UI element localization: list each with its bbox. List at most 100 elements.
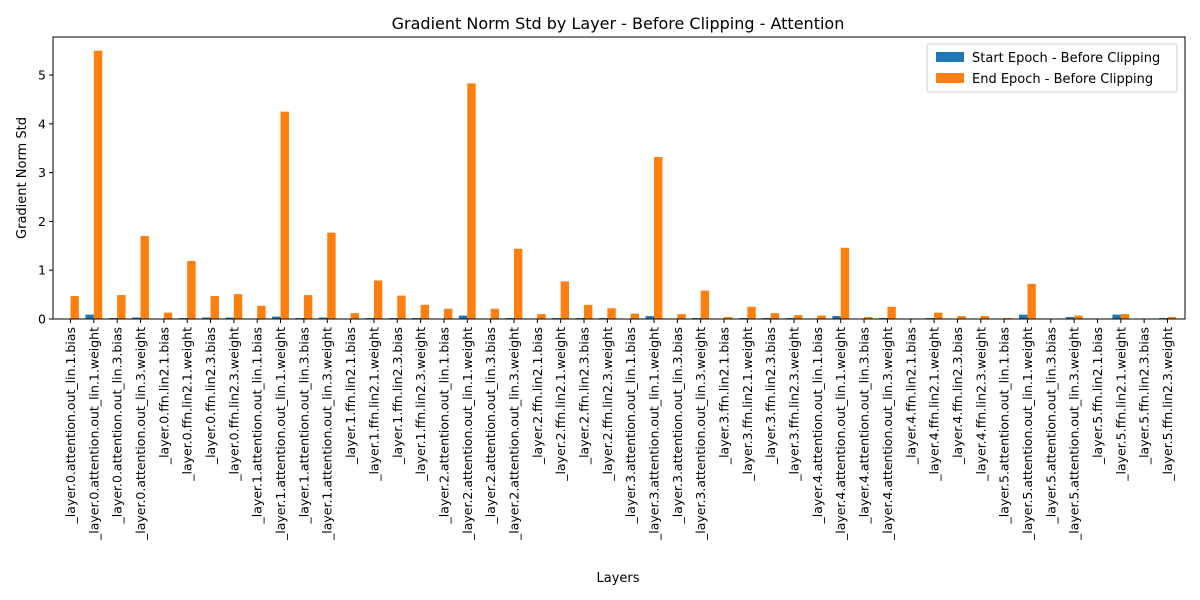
- legend-label: Start Epoch - Before Clipping: [972, 51, 1160, 66]
- y-tick-label: 4: [38, 116, 46, 131]
- x-tick-label: _layer.0.attention.out_lin.1.weight: [86, 327, 101, 541]
- x-tick-label: _layer.1.attention.out_lin.1.weight: [273, 327, 288, 541]
- x-tick-label: _layer.0.attention.out_lin.1.bias: [63, 327, 78, 524]
- end-epoch-bar: [117, 295, 126, 319]
- x-tick-label: _layer.0.ffn.lin2.3.weight: [226, 327, 241, 482]
- y-tick-label: 1: [38, 263, 46, 278]
- start-epoch-bar: [225, 317, 234, 319]
- y-tick-label: 0: [38, 312, 46, 327]
- legend: Start Epoch - Before Clipping End Epoch -…: [926, 43, 1178, 93]
- end-epoch-bar: [280, 111, 289, 319]
- end-epoch-bar: [187, 260, 196, 319]
- end-epoch-bar: [864, 317, 873, 319]
- end-epoch-bar: [490, 308, 500, 319]
- x-tick-label: _layer.3.attention.out_lin.1.weight: [647, 327, 662, 541]
- end-epoch-bar: [980, 316, 990, 319]
- x-tick-label: _layer.3.ffn.lin2.1.weight: [740, 327, 755, 482]
- end-epoch-bar: [607, 308, 616, 319]
- end-epoch-bar: [677, 314, 686, 319]
- start-epoch-bar: [318, 317, 328, 319]
- x-tick-label: _layer.5.attention.out_lin.3.weight: [1067, 327, 1082, 541]
- bars-group: [62, 50, 1176, 320]
- end-epoch-bar: [163, 312, 173, 319]
- x-tick-label: _layer.2.ffn.lin2.1.weight: [553, 327, 568, 482]
- x-tick-label: _layer.2.attention.out_lin.3.weight: [506, 327, 521, 541]
- end-epoch-bar: [350, 313, 359, 319]
- start-epoch-bar: [1112, 314, 1121, 319]
- x-tick-label: _layer.4.ffn.lin2.3.weight: [973, 327, 988, 482]
- y-tick-label: 3: [38, 165, 46, 180]
- end-epoch-bar: [467, 83, 476, 319]
- x-tick-label: _layer.1.attention.out_lin.1.bias: [250, 327, 265, 524]
- chart-title: Gradient Norm Std by Layer - Before Clip…: [392, 14, 845, 33]
- start-epoch-bar: [832, 316, 841, 319]
- end-epoch-bar: [257, 305, 266, 319]
- x-tick-label: _layer.1.ffn.lin2.3.bias: [390, 327, 405, 465]
- start-epoch-bar: [1019, 314, 1028, 319]
- start-epoch-bar: [458, 315, 468, 319]
- end-epoch-bar: [233, 294, 243, 319]
- x-tick-label: _layer.3.ffn.lin2.3.bias: [763, 327, 778, 465]
- x-tick-label: _layer.4.attention.out_lin.1.bias: [810, 327, 825, 524]
- end-epoch-bar: [327, 232, 336, 319]
- x-tick-label: _layer.0.attention.out_lin.3.weight: [133, 327, 148, 541]
- x-tick-label: _layer.4.ffn.lin2.1.bias: [903, 327, 918, 465]
- legend-swatch: [936, 73, 964, 83]
- x-tick-label: _layer.1.ffn.lin2.3.weight: [413, 327, 428, 482]
- x-tick-label: _layer.4.ffn.lin2.3.bias: [950, 327, 965, 465]
- end-epoch-bar: [934, 312, 943, 319]
- end-epoch-bar: [630, 313, 640, 319]
- x-tick-label: _layer.0.ffn.lin2.1.bias: [156, 327, 171, 465]
- x-tick-label: _layer.3.attention.out_lin.3.bias: [670, 327, 685, 524]
- y-tick-label: 5: [38, 68, 46, 83]
- end-epoch-bar: [724, 317, 733, 319]
- x-tick-label: _layer.1.ffn.lin2.1.weight: [366, 327, 381, 482]
- start-epoch-bar: [202, 317, 211, 319]
- x-tick-label: _layer.5.ffn.lin2.3.weight: [1160, 327, 1175, 482]
- end-epoch-bar: [303, 295, 313, 319]
- x-tick-label: _layer.5.ffn.lin2.1.bias: [1090, 327, 1105, 465]
- end-epoch-bar: [583, 304, 593, 319]
- x-tick-label: _layer.2.attention.out_lin.3.bias: [483, 327, 498, 524]
- start-epoch-bar: [85, 314, 94, 319]
- end-epoch-bar: [817, 315, 826, 319]
- legend-label: End Epoch - Before Clipping: [972, 72, 1153, 87]
- x-tick-label: _layer.1.ffn.lin2.1.bias: [343, 327, 358, 465]
- x-tick-label: _layer.0.attention.out_lin.3.bias: [110, 327, 125, 524]
- end-epoch-bar: [1167, 317, 1176, 319]
- legend-swatch: [936, 52, 964, 62]
- end-epoch-bar: [747, 306, 756, 319]
- end-epoch-bar: [373, 280, 383, 319]
- x-tick-label: _layer.5.attention.out_lin.3.bias: [1043, 327, 1058, 524]
- x-tick-label: _layer.2.ffn.lin2.3.weight: [600, 327, 615, 482]
- end-epoch-bar: [840, 247, 850, 319]
- start-epoch-bar: [1065, 317, 1075, 319]
- legend-box: [926, 43, 1178, 93]
- end-epoch-bar: [654, 157, 663, 319]
- end-epoch-bar: [560, 281, 570, 319]
- x-tick-label: _layer.2.attention.out_lin.1.bias: [436, 327, 451, 524]
- end-epoch-bar: [420, 304, 430, 319]
- end-epoch-bar: [70, 296, 79, 319]
- end-epoch-bar: [887, 306, 896, 319]
- x-axis: _layer.0.attention.out_lin.1.bias _layer.…: [63, 319, 1175, 541]
- x-tick-label: _layer.1.attention.out_lin.3.weight: [320, 327, 335, 541]
- x-tick-label: _layer.4.attention.out_lin.3.weight: [880, 327, 895, 541]
- x-axis-label: Layers: [596, 571, 639, 586]
- x-tick-label: _layer.5.ffn.lin2.3.bias: [1137, 327, 1152, 465]
- end-epoch-bar: [957, 316, 966, 319]
- x-tick-label: _layer.5.ffn.lin2.1.weight: [1113, 327, 1128, 482]
- end-epoch-bar: [513, 248, 523, 319]
- end-epoch-bar: [443, 308, 453, 319]
- y-tick-label: 2: [38, 214, 46, 229]
- x-tick-label: _layer.4.attention.out_lin.1.weight: [833, 327, 848, 541]
- end-epoch-bar: [1027, 283, 1036, 319]
- end-epoch-bar: [700, 290, 710, 319]
- start-epoch-bar: [132, 317, 141, 319]
- y-axis: 0 1 2 3 4 5: [38, 68, 53, 327]
- x-tick-label: _layer.5.attention.out_lin.1.bias: [997, 327, 1012, 524]
- end-epoch-bar: [770, 313, 780, 319]
